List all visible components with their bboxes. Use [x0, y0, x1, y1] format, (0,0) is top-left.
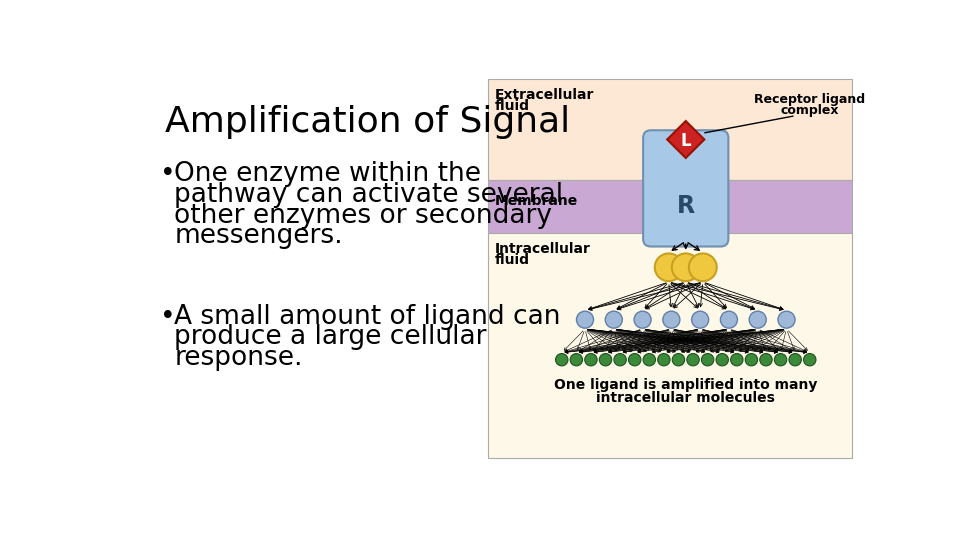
Text: Intracellular: Intracellular — [494, 242, 590, 256]
Text: One enzyme within the: One enzyme within the — [175, 161, 481, 187]
Text: •: • — [160, 161, 176, 187]
Polygon shape — [667, 121, 705, 158]
Circle shape — [629, 354, 641, 366]
Circle shape — [658, 354, 670, 366]
Text: Extracellular: Extracellular — [494, 88, 593, 102]
Circle shape — [775, 354, 787, 366]
Circle shape — [570, 354, 583, 366]
Circle shape — [599, 354, 612, 366]
Text: L: L — [681, 132, 691, 150]
Bar — [488, 233, 852, 457]
Circle shape — [731, 354, 743, 366]
Text: other enzymes or secondary: other enzymes or secondary — [175, 202, 552, 228]
Circle shape — [686, 354, 699, 366]
Circle shape — [655, 253, 683, 281]
Circle shape — [789, 354, 802, 366]
Text: Receptor ligand: Receptor ligand — [755, 92, 865, 105]
Circle shape — [720, 311, 737, 328]
Text: •: • — [160, 303, 176, 329]
Text: Amplification of Signal: Amplification of Signal — [165, 105, 570, 139]
Circle shape — [716, 354, 729, 366]
Circle shape — [691, 311, 708, 328]
Text: pathway can activate several: pathway can activate several — [175, 182, 564, 208]
Circle shape — [576, 311, 593, 328]
Circle shape — [613, 354, 626, 366]
Circle shape — [804, 354, 816, 366]
Circle shape — [662, 311, 680, 328]
Text: Membrane: Membrane — [494, 194, 578, 208]
Text: produce a large cellular: produce a large cellular — [175, 325, 487, 350]
FancyBboxPatch shape — [643, 130, 729, 247]
Text: response.: response. — [175, 345, 302, 371]
Circle shape — [585, 354, 597, 366]
Circle shape — [605, 311, 622, 328]
Circle shape — [778, 311, 795, 328]
Circle shape — [556, 354, 568, 366]
Text: fluid: fluid — [494, 253, 529, 267]
Circle shape — [643, 354, 656, 366]
Text: A small amount of ligand can: A small amount of ligand can — [175, 303, 561, 329]
Bar — [488, 180, 852, 233]
Text: R: R — [677, 194, 695, 219]
Bar — [488, 79, 852, 180]
Text: One ligand is amplified into many: One ligand is amplified into many — [554, 378, 817, 392]
Text: messengers.: messengers. — [175, 224, 343, 249]
Text: intracellular molecules: intracellular molecules — [596, 392, 775, 406]
Circle shape — [749, 311, 766, 328]
Circle shape — [745, 354, 757, 366]
Circle shape — [672, 354, 684, 366]
Circle shape — [689, 253, 717, 281]
Circle shape — [702, 354, 714, 366]
Text: complex: complex — [780, 104, 839, 117]
Circle shape — [634, 311, 651, 328]
Text: fluid: fluid — [494, 99, 529, 113]
Circle shape — [672, 253, 700, 281]
Circle shape — [759, 354, 772, 366]
